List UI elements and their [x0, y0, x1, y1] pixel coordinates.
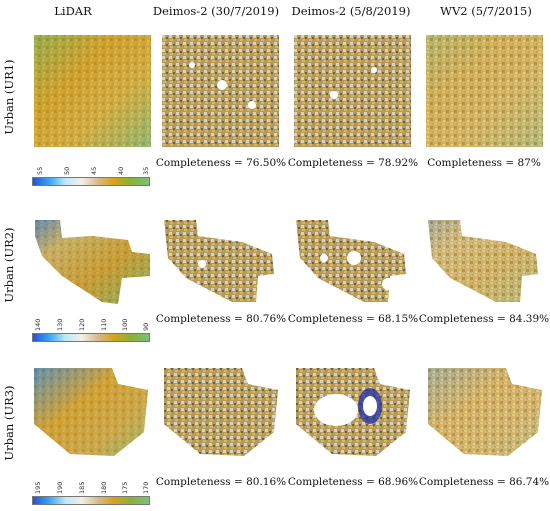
completeness-ur1-deimos-30-7: Completeness = 76.50% — [155, 157, 287, 169]
colorbar-ur1-tick: 45 — [90, 166, 98, 175]
image-deimos-5-8-ur1 — [294, 35, 411, 147]
colorbar-ur1: 55 50 45 40 35 — [32, 161, 150, 186]
colorbar-ur2-tick: 110 — [100, 318, 108, 331]
completeness-ur3-deimos-30-7: Completeness = 80.16% — [155, 476, 287, 488]
completeness-ur2-deimos-30-7: Completeness = 80.76% — [155, 313, 287, 325]
colorbar-ur1-tick: 50 — [63, 166, 71, 175]
column-header-lidar: LiDAR — [54, 4, 92, 18]
image-wv2-ur3 — [424, 366, 548, 458]
column-header-deimos-5-8: Deimos-2 (5/8/2019) — [291, 4, 411, 18]
image-deimos-30-7-ur3 — [160, 366, 284, 458]
completeness-ur1-wv2: Completeness = 87% — [427, 157, 541, 169]
colorbar-ur2-gradient — [32, 333, 150, 342]
image-deimos-5-8-ur2 — [294, 218, 412, 304]
image-deimos-30-7-ur1 — [162, 35, 279, 147]
image-deimos-5-8-ur3 — [292, 366, 416, 458]
completeness-ur1-deimos-5-8: Completeness = 78.92% — [287, 157, 419, 169]
image-wv2-ur2 — [426, 218, 544, 304]
image-deimos-30-7-ur2 — [162, 218, 280, 304]
colorbar-ur3-tick: 180 — [100, 481, 108, 494]
colorbar-ur3-tick: 175 — [121, 481, 129, 494]
image-lidar-ur2 — [32, 216, 152, 306]
colorbar-ur1-tick: 55 — [36, 166, 44, 175]
completeness-ur2-deimos-5-8: Completeness = 68.15% — [287, 313, 419, 325]
column-header-deimos-30-7: Deimos-2 (30/7/2019) — [152, 4, 280, 18]
image-lidar-ur3 — [30, 366, 154, 458]
colorbar-ur3-tick: 170 — [142, 481, 150, 494]
colorbar-ur1-tick: 35 — [142, 166, 150, 175]
colorbar-ur3-gradient — [32, 496, 150, 505]
image-lidar-ur1 — [34, 35, 151, 147]
colorbar-ur1-tick: 40 — [117, 166, 125, 175]
colorbar-ur1-gradient — [32, 177, 150, 186]
colorbar-ur2-tick: 90 — [142, 322, 150, 331]
completeness-ur2-wv2: Completeness = 84.39% — [418, 313, 550, 325]
image-wv2-ur1 — [426, 35, 543, 147]
row-label-ur1: Urban (UR1) — [2, 59, 16, 135]
colorbar-ur3-tick: 185 — [78, 481, 86, 494]
colorbar-ur3-tick: 195 — [34, 481, 42, 494]
colorbar-ur2-tick: 130 — [56, 318, 64, 331]
colorbar-ur2: 140 130 120 110 100 90 — [32, 317, 150, 342]
colorbar-ur2-tick: 120 — [78, 318, 86, 331]
row-label-ur3: Urban (UR3) — [2, 385, 16, 461]
row-label-ur2: Urban (UR2) — [2, 227, 16, 303]
completeness-ur3-deimos-5-8: Completeness = 68.96% — [287, 476, 419, 488]
colorbar-ur3-tick: 190 — [56, 481, 64, 494]
colorbar-ur2-tick: 140 — [34, 318, 42, 331]
colorbar-ur3: 195 190 185 180 175 170 — [32, 480, 150, 505]
colorbar-ur2-tick: 100 — [121, 318, 129, 331]
completeness-ur3-wv2: Completeness = 86.74% — [418, 476, 550, 488]
column-header-wv2: WV2 (5/7/2015) — [440, 4, 532, 18]
